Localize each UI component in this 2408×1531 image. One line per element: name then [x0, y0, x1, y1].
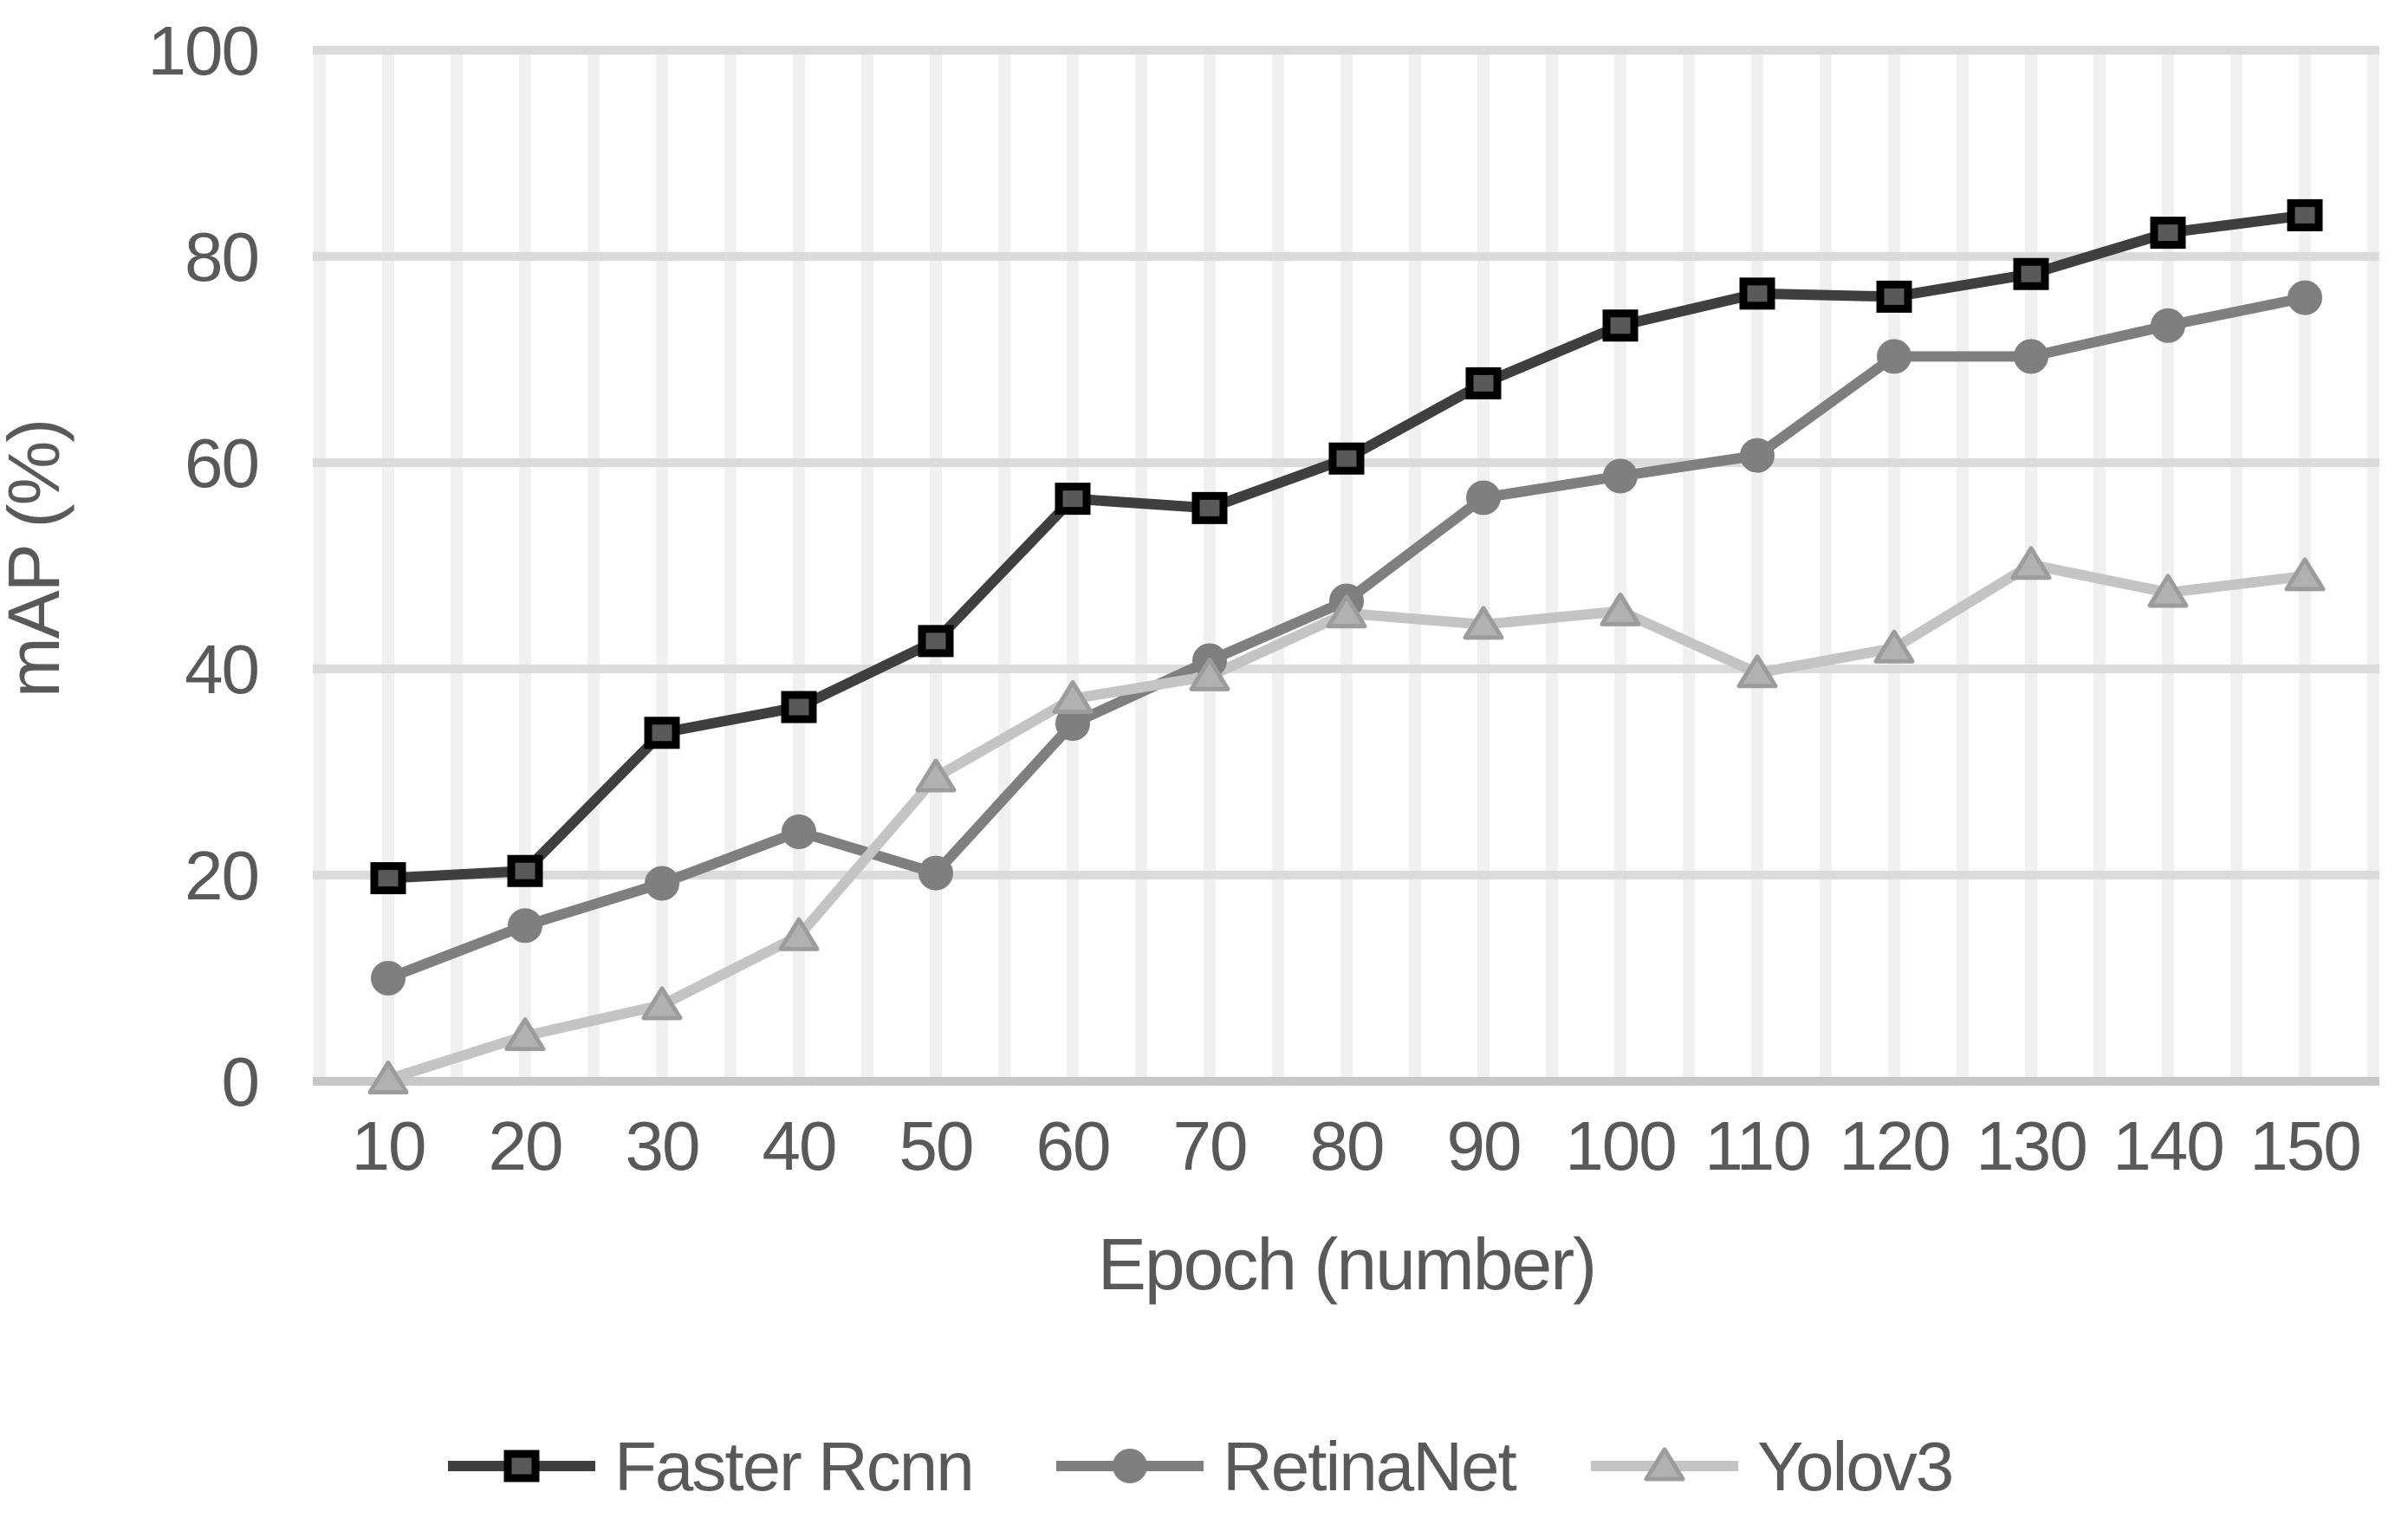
- marker-faster-rcnn-90: [1465, 367, 1502, 399]
- x-tick-label-50: 50: [899, 1107, 973, 1184]
- legend-label-retinanet: RetinaNet: [1223, 1428, 1517, 1505]
- x-tick-label-80: 80: [1310, 1107, 1384, 1184]
- marker-yolov3-20: [504, 1017, 546, 1052]
- y-tick-label-0: 0: [222, 1043, 259, 1120]
- x-tick-label-110: 110: [1704, 1107, 1810, 1184]
- y-tick-label-60: 60: [185, 425, 258, 502]
- marker-yolov3-80: [1326, 594, 1367, 629]
- marker-faster-rcnn-10: [370, 862, 406, 895]
- marker-yolov3-90: [1463, 606, 1504, 640]
- y-tick-labels: 0 20 40 60 80 100: [148, 12, 260, 1120]
- legend-item-yolov3: Yolov3: [1591, 1428, 1954, 1505]
- marker-retinanet-90: [1466, 480, 1501, 516]
- x-tick-label-130: 130: [1976, 1107, 2086, 1184]
- marker-yolov3-50: [915, 758, 957, 793]
- marker-faster-rcnn-50: [918, 625, 954, 658]
- legend-label-faster-rcnn: Faster Rcnn: [614, 1428, 973, 1505]
- marker-retinanet-150: [2288, 280, 2322, 315]
- marker-yolov3-140: [2147, 574, 2189, 608]
- y-tick-label-100: 100: [148, 12, 258, 89]
- legend-marker-faster-rcnn: [503, 1450, 540, 1482]
- marker-faster-rcnn-150: [2287, 198, 2323, 231]
- marker-yolov3-120: [1873, 629, 1915, 664]
- marker-retinanet-110: [1740, 438, 1775, 473]
- marker-retinanet-20: [508, 908, 542, 944]
- marker-retinanet-100: [1603, 458, 1638, 494]
- x-tick-label-30: 30: [626, 1107, 699, 1184]
- legend-marker-retinanet: [1113, 1449, 1147, 1483]
- marker-yolov3-110: [1736, 654, 1778, 689]
- x-tick-label-40: 40: [763, 1107, 836, 1184]
- y-axis-title: mAP (%): [0, 420, 75, 697]
- marker-yolov3-60: [1052, 680, 1094, 715]
- x-tick-label-20: 20: [489, 1107, 562, 1184]
- marker-faster-rcnn-110: [1739, 277, 1775, 310]
- marker-yolov3-100: [1600, 592, 1641, 626]
- legend-item-faster-rcnn: Faster Rcnn: [448, 1428, 975, 1505]
- marker-retinanet-10: [371, 961, 406, 996]
- marker-faster-rcnn-80: [1328, 442, 1365, 475]
- marker-faster-rcnn-20: [507, 854, 543, 887]
- x-tick-label-90: 90: [1447, 1107, 1521, 1184]
- marker-retinanet-130: [2014, 339, 2048, 374]
- x-tick-labels: 10 20 30 40 50 60 70 80 90 100 110 120 130 140 150: [352, 1107, 2362, 1184]
- y-tick-label-40: 40: [185, 631, 258, 708]
- x-axis-title: Epoch (number): [1098, 1223, 1595, 1305]
- legend-item-retinanet: RetinaNet: [1056, 1428, 1519, 1505]
- marker-faster-rcnn-140: [2150, 217, 2186, 250]
- marker-retinanet-140: [2151, 308, 2185, 343]
- legend-label-yolov3: Yolov3: [1757, 1428, 1952, 1505]
- marker-faster-rcnn-30: [644, 717, 680, 749]
- legend: Faster Rcnn RetinaNet Yolov3: [448, 1428, 1954, 1505]
- y-tick-label-20: 20: [185, 837, 258, 914]
- x-tick-label-70: 70: [1173, 1107, 1247, 1184]
- marker-retinanet-30: [645, 866, 679, 901]
- y-tick-label-80: 80: [185, 218, 258, 295]
- marker-faster-rcnn-120: [1876, 280, 1912, 313]
- marker-retinanet-40: [782, 814, 816, 850]
- marker-yolov3-10: [367, 1061, 409, 1095]
- marker-faster-rcnn-60: [1055, 483, 1091, 516]
- marker-retinanet-120: [1877, 339, 1911, 374]
- marker-yolov3-130: [2010, 546, 2052, 581]
- marker-retinanet-50: [918, 855, 953, 891]
- legend-marker-yolov3: [1644, 1447, 1685, 1482]
- marker-yolov3-70: [1189, 657, 1230, 691]
- x-tick-label-140: 140: [2113, 1107, 2223, 1184]
- marker-yolov3-40: [778, 917, 820, 951]
- series-markers: [367, 198, 2326, 1095]
- x-tick-label-100: 100: [1565, 1107, 1675, 1184]
- x-tick-label-10: 10: [352, 1107, 425, 1184]
- marker-faster-rcnn-70: [1191, 491, 1228, 524]
- vertical-gridlines: [314, 50, 2379, 1081]
- x-tick-label-150: 150: [2249, 1107, 2359, 1184]
- marker-faster-rcnn-100: [1602, 309, 1639, 342]
- marker-faster-rcnn-130: [2013, 257, 2049, 290]
- marker-yolov3-150: [2284, 557, 2326, 592]
- x-tick-label-120: 120: [1839, 1107, 1949, 1184]
- marker-yolov3-30: [641, 986, 683, 1021]
- x-tick-label-60: 60: [1036, 1107, 1110, 1184]
- marker-faster-rcnn-40: [781, 691, 817, 723]
